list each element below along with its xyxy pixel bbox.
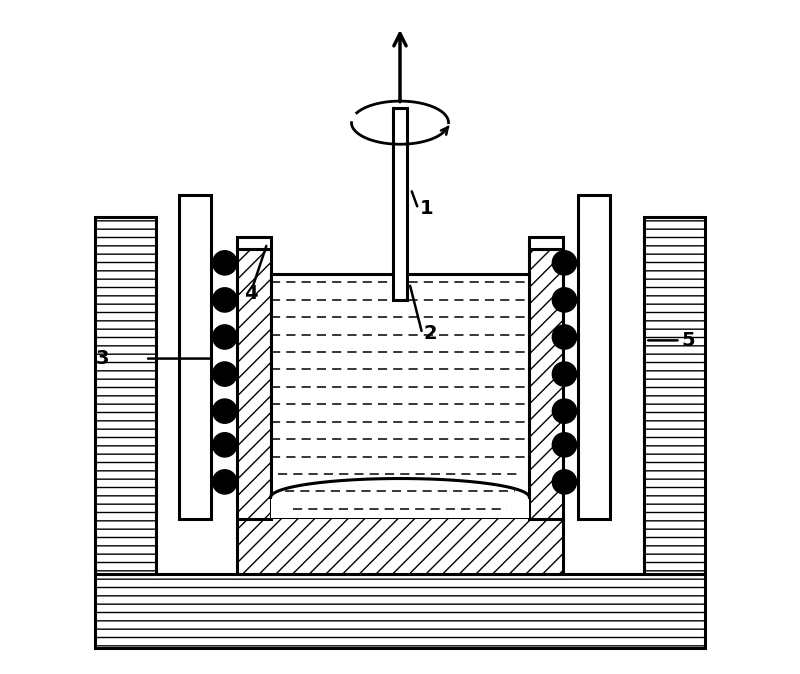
Circle shape	[213, 433, 237, 457]
Circle shape	[213, 251, 237, 275]
Text: 4: 4	[244, 284, 258, 303]
Bar	[237, 249, 270, 519]
Bar	[578, 195, 610, 519]
Bar	[237, 517, 563, 574]
Bar	[179, 195, 211, 519]
Text: 5: 5	[682, 331, 695, 350]
Circle shape	[552, 433, 577, 457]
Text: 3: 3	[95, 349, 109, 368]
Circle shape	[552, 362, 577, 386]
Circle shape	[213, 470, 237, 494]
Circle shape	[213, 288, 237, 312]
Bar	[270, 274, 530, 518]
Circle shape	[552, 325, 577, 349]
Text: 2: 2	[423, 324, 438, 343]
Circle shape	[213, 399, 237, 423]
Bar	[530, 249, 563, 519]
Circle shape	[213, 325, 237, 349]
Bar	[644, 217, 705, 574]
Circle shape	[552, 399, 577, 423]
Bar	[95, 217, 156, 574]
Circle shape	[552, 470, 577, 494]
Bar	[237, 237, 270, 249]
Bar	[393, 108, 407, 300]
Circle shape	[213, 362, 237, 386]
Circle shape	[552, 251, 577, 275]
Circle shape	[552, 288, 577, 312]
Bar	[95, 574, 705, 648]
Text: 1: 1	[420, 200, 434, 218]
Bar	[530, 237, 563, 249]
